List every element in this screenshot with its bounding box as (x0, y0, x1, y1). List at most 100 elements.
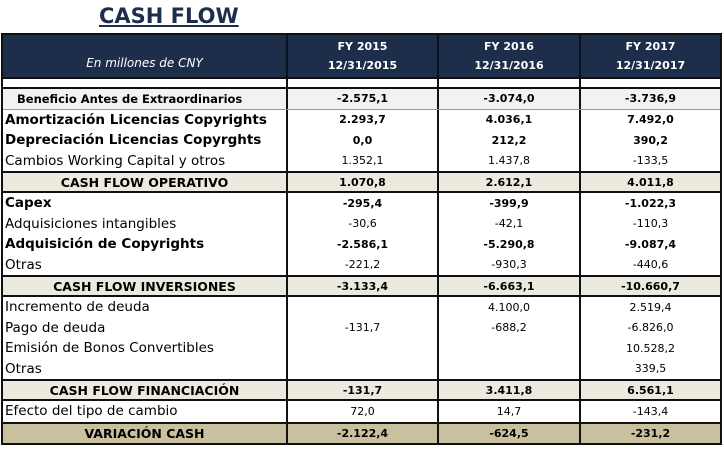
table-row: Otras -221,2 -930,3 -440,6 (3, 254, 720, 275)
value-fy2016 (437, 338, 579, 359)
total-row: VARIACIÓN CASH -2.122,4 -624,5 -231,2 (3, 421, 720, 443)
value-fy2015: -2.122,4 (286, 423, 437, 443)
value-fy2017: 10.528,2 (579, 338, 720, 359)
value-fy2016: -624,5 (437, 423, 579, 443)
value-fy2016 (437, 358, 579, 379)
table-row: Adquisición de Copyrights -2.586,1 -5.290,… (3, 234, 720, 255)
row-label: Otras (5, 360, 42, 377)
value-fy2015: -2.586,1 (286, 234, 437, 255)
value-fy2017: -3.736,9 (579, 89, 720, 109)
row-label: CASH FLOW OPERATIVO (60, 174, 229, 190)
value-fy2015: -2.575,1 (286, 89, 437, 109)
table-row: Pago de deuda -131,7 -688,2 -6.826,0 (3, 317, 720, 338)
value-fy2017: -143,4 (579, 401, 720, 422)
value-fy2017: -6.826,0 (579, 317, 720, 338)
column-header-fy2015: FY 2015 12/31/2015 (286, 35, 437, 77)
table-row: Adquisiciones intangibles -30,6 -42,1 -110,… (3, 213, 720, 234)
value-fy2016: 3.411,8 (437, 381, 579, 399)
value-fy2016: -930,3 (437, 254, 579, 275)
row-label: Efecto del tipo de cambio (5, 403, 178, 420)
value-fy2017: 4.011,8 (579, 173, 720, 191)
value-fy2017: 339,5 (579, 358, 720, 379)
row-label: Emisión de Bonos Convertibles (5, 340, 214, 357)
value-fy2015: 0,0 (286, 130, 437, 151)
table-header: En millones de CNY FY 2015 12/31/2015 FY … (3, 35, 720, 77)
fiscal-year: FY 2015 (337, 40, 388, 53)
cash-flow-table: En millones de CNY FY 2015 12/31/2015 FY … (1, 33, 722, 445)
period-date: 12/31/2015 (327, 59, 398, 72)
column-header-fy2016: FY 2016 12/31/2016 (437, 35, 579, 77)
value-fy2015: 2.293,7 (286, 109, 437, 130)
value-fy2017: 2.519,4 (579, 297, 720, 318)
value-fy2016: -3.074,0 (437, 89, 579, 109)
value-fy2017: 390,2 (579, 130, 720, 151)
table-row: Otras 339,5 (3, 358, 720, 379)
table-row: Incremento de deuda 4.100,0 2.519,4 (3, 297, 720, 318)
period-date: 12/31/2017 (615, 59, 686, 72)
row-label: Adquisición de Copyrights (5, 236, 205, 253)
row-label: Incremento de deuda (5, 299, 150, 316)
row-label: VARIACIÓN CASH (84, 425, 205, 441)
table-row: Capex -295,4 -399,9 -1.022,3 (3, 193, 720, 214)
row-label: CASH FLOW FINANCIACIÓN (49, 382, 240, 398)
value-fy2017: 6.561,1 (579, 381, 720, 399)
row-label: CASH FLOW INVERSIONES (53, 278, 236, 294)
total-row: CASH FLOW OPERATIVO 1.070,8 2.612,1 4.011,8 (3, 171, 720, 193)
value-fy2015 (286, 358, 437, 379)
table-row: Beneficio Antes de Extraordinarios -2.575… (3, 89, 720, 110)
units-label: En millones de CNY (86, 56, 203, 70)
page-title: CASH FLOW (99, 4, 239, 28)
value-fy2015: -131,7 (286, 317, 437, 338)
value-fy2017: 7.492,0 (579, 109, 720, 130)
value-fy2016: -6.663,1 (437, 277, 579, 295)
value-fy2017: -440,6 (579, 254, 720, 275)
period-date: 12/31/2016 (474, 59, 544, 72)
value-fy2015: -3.133,4 (286, 277, 437, 295)
row-label: Beneficio Antes de Extraordinarios (17, 91, 243, 106)
value-fy2017: -231,2 (579, 423, 720, 443)
value-fy2016: -688,2 (437, 317, 579, 338)
value-fy2015: -221,2 (286, 254, 437, 275)
value-fy2017: -110,3 (579, 213, 720, 234)
value-fy2015: -295,4 (286, 193, 437, 214)
row-label: Otras (5, 256, 42, 273)
table-row: Amortización Licencias Copyrights 2.293,7… (3, 109, 720, 130)
value-fy2015: 72,0 (286, 401, 437, 422)
value-fy2016: -5.290,8 (437, 234, 579, 255)
value-fy2017: -1.022,3 (579, 193, 720, 214)
table-row: Emisión de Bonos Convertibles 10.528,2 (3, 338, 720, 359)
value-fy2015: 1.352,1 (286, 150, 437, 171)
value-fy2017: -133,5 (579, 150, 720, 171)
row-label: Amortización Licencias Copyrights (5, 111, 267, 128)
fiscal-year: FY 2017 (625, 40, 676, 53)
row-label: Capex (5, 195, 52, 212)
value-fy2015: -131,7 (286, 381, 437, 399)
value-fy2016: 2.612,1 (437, 173, 579, 191)
row-label: Cambios Working Capital y otros (5, 152, 226, 169)
value-fy2015: 1.070,8 (286, 173, 437, 191)
value-fy2016: 4.100,0 (437, 297, 579, 318)
row-label: Depreciación Licencias Copyrghts (5, 132, 262, 149)
table-row: Depreciación Licencias Copyrghts 0,0 212,2… (3, 130, 720, 151)
total-row: CASH FLOW FINANCIACIÓN -131,7 3.411,8 6.561… (3, 379, 720, 401)
table-row: Cambios Working Capital y otros 1.352,1 1.… (3, 150, 720, 171)
value-fy2016: 14,7 (437, 401, 579, 422)
row-label: Pago de deuda (5, 319, 106, 336)
value-fy2017: -10.660,7 (579, 277, 720, 295)
value-fy2016: -399,9 (437, 193, 579, 214)
fiscal-year: FY 2016 (484, 40, 534, 53)
spacer-row (3, 77, 720, 89)
column-header-fy2017: FY 2017 12/31/2017 (579, 35, 720, 77)
value-fy2015 (286, 297, 437, 318)
table-body: Beneficio Antes de Extraordinarios -2.575… (3, 89, 720, 443)
table-row: Efecto del tipo de cambio 72,0 14,7 -143,4 (3, 401, 720, 422)
value-fy2016: -42,1 (437, 213, 579, 234)
value-fy2016: 4.036,1 (437, 109, 579, 130)
value-fy2015: -30,6 (286, 213, 437, 234)
total-row: CASH FLOW INVERSIONES -3.133,4 -6.663,1 -10… (3, 275, 720, 297)
row-label: Adquisiciones intangibles (5, 215, 177, 232)
value-fy2017: -9.087,4 (579, 234, 720, 255)
value-fy2015 (286, 338, 437, 359)
value-fy2016: 1.437,8 (437, 150, 579, 171)
value-fy2016: 212,2 (437, 130, 579, 151)
